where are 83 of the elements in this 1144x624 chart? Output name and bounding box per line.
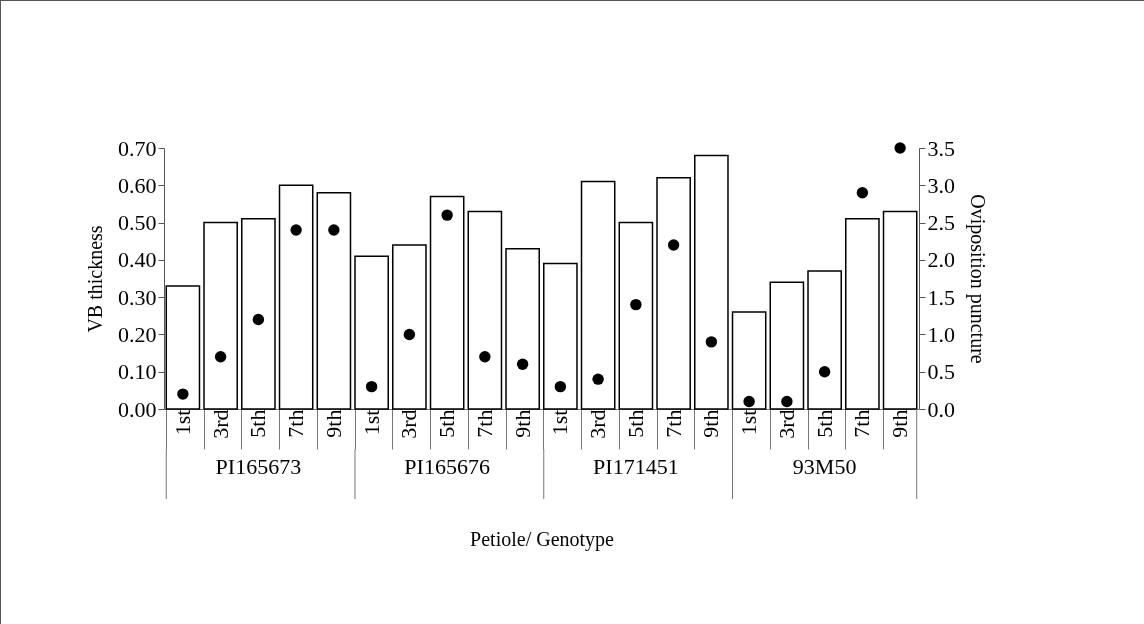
y-tick-label: 0.20 (118, 321, 157, 347)
bar (505, 247, 540, 410)
x-tick-label: 1st (547, 409, 573, 436)
x-axis-title: Petiole/ Genotype (470, 528, 615, 551)
y2-axis-title: Oviposition puncture (966, 194, 989, 364)
point (856, 187, 869, 199)
y-tick-label: 0.70 (118, 135, 157, 161)
y-tick-label: 0.60 (118, 172, 157, 198)
x-tick-label: 3rd (773, 409, 799, 439)
x-tick-label: 3rd (585, 409, 611, 439)
bar (580, 180, 616, 410)
bar (882, 210, 918, 410)
bar (203, 221, 238, 410)
bar (694, 154, 729, 410)
text: PI165673 (215, 454, 302, 479)
text: PI165676 (404, 454, 490, 479)
y2-tick-label: 1.0 (927, 321, 955, 347)
bar (316, 191, 352, 410)
x-tick-label: 1st (358, 409, 384, 436)
y2-tick-label: 1.5 (927, 284, 955, 310)
point (252, 313, 265, 326)
bar (543, 262, 578, 410)
bar (731, 311, 767, 410)
x-tick-label: 7th (471, 409, 497, 438)
bar (618, 221, 654, 410)
bar (807, 270, 842, 410)
y-tick-label: 0.50 (118, 210, 157, 236)
x-tick-label: 5th (245, 409, 271, 438)
y2-tick-label: 0.0 (927, 396, 955, 422)
bar (769, 281, 805, 410)
x-tick-label: 3rd (396, 409, 422, 439)
y2-tick-label: 0.5 (927, 359, 955, 385)
point (214, 351, 227, 363)
y2-tick-label: 3.0 (927, 172, 955, 198)
point (177, 388, 189, 400)
x-tick-label: 9th (509, 409, 535, 438)
text: 93M50 (792, 454, 857, 479)
point (328, 224, 340, 236)
point (403, 328, 416, 341)
y2-tick-label: 2.5 (927, 210, 955, 236)
point (516, 358, 529, 370)
bar (656, 177, 691, 410)
point (592, 373, 604, 385)
x-tick-label: 9th (698, 409, 724, 438)
y2-tick-label: 3.5 (927, 135, 955, 161)
point (818, 366, 831, 378)
point (441, 209, 453, 221)
x-tick-label: 1st (169, 409, 195, 436)
x-tick-label: 1st (736, 409, 762, 436)
x-tick-label: 7th (849, 409, 875, 438)
y-tick-label: 0.10 (118, 359, 157, 385)
point (290, 224, 302, 236)
x-tick-label: 5th (434, 409, 460, 438)
point (630, 298, 642, 311)
x-tick-label: 5th (811, 409, 837, 438)
text: PI171451 (593, 454, 679, 479)
x-tick-label: 9th (320, 409, 346, 438)
y-axis-title: VB thickness (84, 225, 106, 333)
point (894, 142, 906, 154)
bar (467, 210, 503, 410)
x-tick-label: 5th (622, 409, 648, 438)
y2-tick-label: 2.0 (927, 247, 955, 273)
y-tick-label: 0.30 (118, 284, 157, 310)
bar (241, 218, 276, 410)
point (705, 336, 718, 348)
x-tick-label: 3rd (207, 409, 233, 439)
point (554, 380, 567, 393)
point (743, 395, 755, 408)
bar (165, 285, 201, 410)
bar (392, 244, 427, 410)
bar (354, 255, 389, 410)
x-tick-label: 7th (660, 409, 686, 438)
y-tick-label: 0.00 (118, 396, 157, 422)
bar (429, 195, 465, 410)
bar (278, 184, 314, 410)
point (365, 380, 378, 393)
x-tick-label: 7th (283, 409, 309, 438)
bar (845, 218, 880, 410)
point (479, 351, 491, 363)
x-tick-label: 9th (887, 409, 913, 438)
point (781, 395, 793, 408)
y-tick-label: 0.40 (118, 247, 157, 273)
point (667, 239, 680, 251)
